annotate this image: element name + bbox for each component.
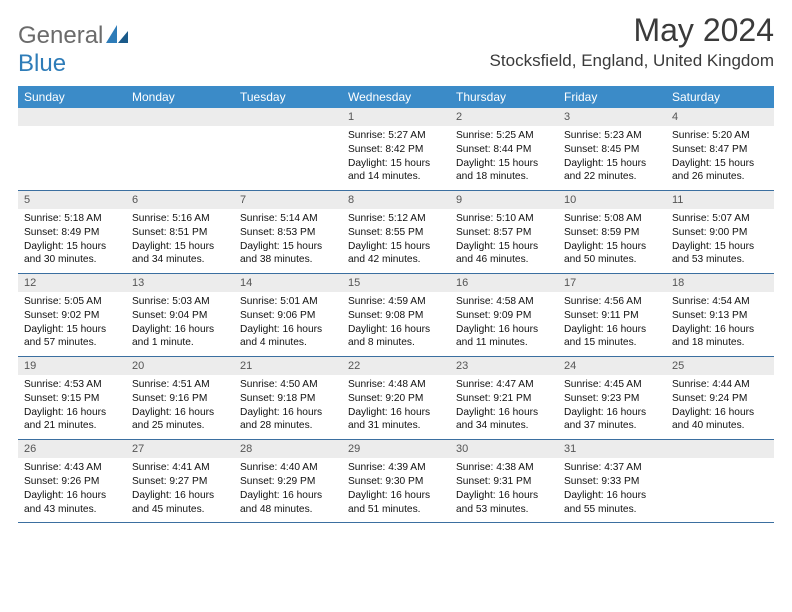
day-number: 9 xyxy=(450,191,558,209)
day-cell: Sunrise: 4:47 AM Sunset: 9:21 PM Dayligh… xyxy=(450,375,558,439)
day-number: 28 xyxy=(234,440,342,458)
day-cell: Sunrise: 4:38 AM Sunset: 9:31 PM Dayligh… xyxy=(450,458,558,522)
day-cell: Sunrise: 5:27 AM Sunset: 8:42 PM Dayligh… xyxy=(342,126,450,190)
day-cell: Sunrise: 4:40 AM Sunset: 9:29 PM Dayligh… xyxy=(234,458,342,522)
logo-sail-icon xyxy=(106,22,128,50)
location: Stocksfield, England, United Kingdom xyxy=(490,51,774,71)
day-cell: Sunrise: 5:18 AM Sunset: 8:49 PM Dayligh… xyxy=(18,209,126,273)
day-number: 31 xyxy=(558,440,666,458)
calendar: Sunday Monday Tuesday Wednesday Thursday… xyxy=(18,86,774,523)
day-number: 13 xyxy=(126,274,234,292)
weekday-header: Sunday xyxy=(18,86,126,108)
day-number: 11 xyxy=(666,191,774,209)
weeks-container: 1234Sunrise: 5:27 AM Sunset: 8:42 PM Day… xyxy=(18,108,774,523)
day-number: 21 xyxy=(234,357,342,375)
day-number: 27 xyxy=(126,440,234,458)
day-cell xyxy=(666,458,774,522)
day-cell xyxy=(234,126,342,190)
day-number: 16 xyxy=(450,274,558,292)
weekday-header: Wednesday xyxy=(342,86,450,108)
day-cell: Sunrise: 5:01 AM Sunset: 9:06 PM Dayligh… xyxy=(234,292,342,356)
week-row: 19202122232425 Sunrise: 4:53 AM Sunset: 9… xyxy=(18,357,774,440)
day-cell: Sunrise: 5:20 AM Sunset: 8:47 PM Dayligh… xyxy=(666,126,774,190)
day-number xyxy=(666,440,774,458)
day-number: 17 xyxy=(558,274,666,292)
logo-general-text: General xyxy=(18,22,103,49)
week-row: 567891011 Sunrise: 5:18 AM Sunset: 8:49 P… xyxy=(18,191,774,274)
day-number: 10 xyxy=(558,191,666,209)
day-number: 2 xyxy=(450,108,558,126)
day-number xyxy=(18,108,126,126)
day-number: 24 xyxy=(558,357,666,375)
week-row: 262728293031 Sunrise: 4:43 AM Sunset: 9:2… xyxy=(18,440,774,523)
day-number: 19 xyxy=(18,357,126,375)
day-number: 29 xyxy=(342,440,450,458)
day-number: 25 xyxy=(666,357,774,375)
day-number: 7 xyxy=(234,191,342,209)
day-number: 20 xyxy=(126,357,234,375)
day-cell: Sunrise: 5:03 AM Sunset: 9:04 PM Dayligh… xyxy=(126,292,234,356)
day-number: 22 xyxy=(342,357,450,375)
day-cell: Sunrise: 5:14 AM Sunset: 8:53 PM Dayligh… xyxy=(234,209,342,273)
day-cell: Sunrise: 4:53 AM Sunset: 9:15 PM Dayligh… xyxy=(18,375,126,439)
day-cell xyxy=(126,126,234,190)
day-cell: Sunrise: 5:10 AM Sunset: 8:57 PM Dayligh… xyxy=(450,209,558,273)
day-cell: Sunrise: 4:43 AM Sunset: 9:26 PM Dayligh… xyxy=(18,458,126,522)
day-cell: Sunrise: 5:07 AM Sunset: 9:00 PM Dayligh… xyxy=(666,209,774,273)
day-cell: Sunrise: 5:05 AM Sunset: 9:02 PM Dayligh… xyxy=(18,292,126,356)
weekday-header-row: Sunday Monday Tuesday Wednesday Thursday… xyxy=(18,86,774,108)
day-number: 1 xyxy=(342,108,450,126)
day-number: 18 xyxy=(666,274,774,292)
day-cell: Sunrise: 4:45 AM Sunset: 9:23 PM Dayligh… xyxy=(558,375,666,439)
logo-blue-text: Blue xyxy=(18,50,66,77)
day-number: 3 xyxy=(558,108,666,126)
day-number: 12 xyxy=(18,274,126,292)
day-number: 8 xyxy=(342,191,450,209)
weekday-header: Monday xyxy=(126,86,234,108)
day-cell: Sunrise: 4:54 AM Sunset: 9:13 PM Dayligh… xyxy=(666,292,774,356)
day-cell: Sunrise: 4:50 AM Sunset: 9:18 PM Dayligh… xyxy=(234,375,342,439)
day-cell: Sunrise: 5:08 AM Sunset: 8:59 PM Dayligh… xyxy=(558,209,666,273)
day-number: 5 xyxy=(18,191,126,209)
month-year: May 2024 xyxy=(490,12,774,49)
day-cell: Sunrise: 4:41 AM Sunset: 9:27 PM Dayligh… xyxy=(126,458,234,522)
title-block: May 2024 Stocksfield, England, United Ki… xyxy=(490,12,774,71)
day-cell: Sunrise: 4:37 AM Sunset: 9:33 PM Dayligh… xyxy=(558,458,666,522)
day-number: 26 xyxy=(18,440,126,458)
weekday-header: Thursday xyxy=(450,86,558,108)
weekday-header: Tuesday xyxy=(234,86,342,108)
weekday-header: Friday xyxy=(558,86,666,108)
day-cell: Sunrise: 4:48 AM Sunset: 9:20 PM Dayligh… xyxy=(342,375,450,439)
day-number: 14 xyxy=(234,274,342,292)
day-cell: Sunrise: 4:58 AM Sunset: 9:09 PM Dayligh… xyxy=(450,292,558,356)
day-cell: Sunrise: 5:23 AM Sunset: 8:45 PM Dayligh… xyxy=(558,126,666,190)
weekday-header: Saturday xyxy=(666,86,774,108)
week-row: 1234 Sunrise: 5:27 AM Sunset: 8:42 PM Day… xyxy=(18,108,774,191)
day-number: 4 xyxy=(666,108,774,126)
day-cell xyxy=(18,126,126,190)
week-row: 12131415161718 Sunrise: 5:05 AM Sunset: 9… xyxy=(18,274,774,357)
logo: General Blue xyxy=(18,12,128,78)
day-number: 23 xyxy=(450,357,558,375)
day-cell: Sunrise: 5:12 AM Sunset: 8:55 PM Dayligh… xyxy=(342,209,450,273)
day-cell: Sunrise: 4:59 AM Sunset: 9:08 PM Dayligh… xyxy=(342,292,450,356)
day-number: 6 xyxy=(126,191,234,209)
day-number xyxy=(126,108,234,126)
day-cell: Sunrise: 4:39 AM Sunset: 9:30 PM Dayligh… xyxy=(342,458,450,522)
day-cell: Sunrise: 4:44 AM Sunset: 9:24 PM Dayligh… xyxy=(666,375,774,439)
day-number: 30 xyxy=(450,440,558,458)
day-cell: Sunrise: 4:51 AM Sunset: 9:16 PM Dayligh… xyxy=(126,375,234,439)
day-cell: Sunrise: 4:56 AM Sunset: 9:11 PM Dayligh… xyxy=(558,292,666,356)
header: General Blue May 2024 Stocksfield, Engla… xyxy=(18,12,774,78)
day-number: 15 xyxy=(342,274,450,292)
day-cell: Sunrise: 5:16 AM Sunset: 8:51 PM Dayligh… xyxy=(126,209,234,273)
day-cell: Sunrise: 5:25 AM Sunset: 8:44 PM Dayligh… xyxy=(450,126,558,190)
day-number xyxy=(234,108,342,126)
